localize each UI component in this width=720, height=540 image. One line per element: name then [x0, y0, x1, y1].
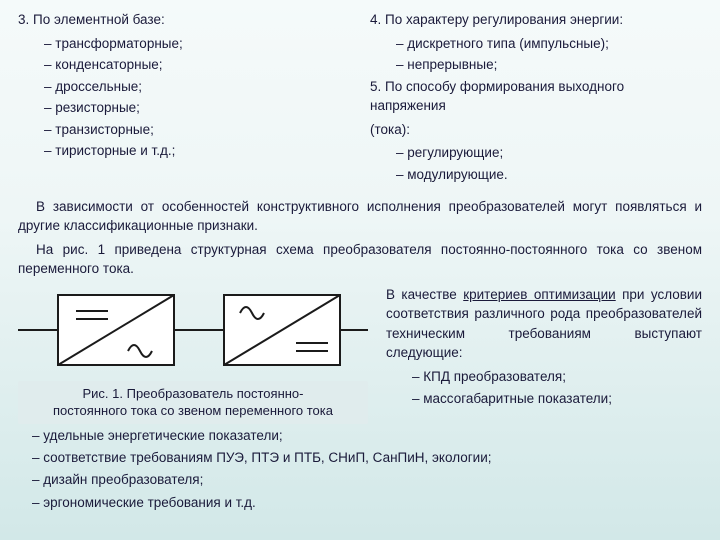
paragraph-1: В зависимости от особенностей конструкти… — [18, 197, 702, 236]
list-item: – КПД преобразователя; — [386, 367, 702, 387]
paragraph-2: На рис. 1 приведена структурная схема пр… — [18, 240, 702, 279]
list-item: – эргономические требования и т.д. — [18, 493, 702, 513]
figure-box: Рис. 1. Преобразователь постоянно- посто… — [18, 285, 368, 424]
list-item: – резисторные; — [18, 98, 350, 118]
list-item: – дроссельные; — [18, 77, 350, 97]
heading-3: 3. По элементной базе: — [18, 10, 350, 30]
list-item: – модулирующие. — [370, 165, 702, 185]
list-item: – непрерывные; — [370, 55, 702, 75]
column-left: 3. По элементной базе: – трансформаторны… — [18, 8, 350, 187]
converter-diagram — [18, 285, 368, 375]
figure-caption-line1: Рис. 1. Преобразователь постоянно- — [83, 386, 304, 401]
list-item: – тиристорные и т.д.; — [18, 141, 350, 161]
list-item: – дискретного типа (импульсные); — [370, 34, 702, 54]
list-3: – трансформаторные; – конденсаторные; – … — [18, 34, 350, 161]
list-item: – соответствие требованиям ПУЭ, ПТЭ и ПТ… — [18, 448, 702, 468]
criteria-intro: В качестве критериев оптимизации при ус­… — [386, 285, 702, 363]
heading-4: 4. По характеру регулирования энергии: — [370, 10, 702, 30]
figure-row: Рис. 1. Преобразователь постоянно- посто… — [18, 285, 702, 424]
figure-caption: Рис. 1. Преобразователь постоянно- посто… — [18, 381, 368, 424]
list-item: – массогабаритные показатели; — [386, 389, 702, 409]
list-item: – транзисторные; — [18, 120, 350, 140]
criteria-intro-pre: В качестве — [386, 287, 463, 302]
heading-5-line1: 5. По способу формирования выходного нап… — [370, 77, 702, 116]
list-item: – конденсаторные; — [18, 55, 350, 75]
column-right: 4. По характеру регулирования энергии: –… — [370, 8, 702, 187]
page-root: 3. По элементной базе: – трансформаторны… — [0, 0, 720, 525]
criteria-list-bottom: – удельные энергетические показатели; – … — [18, 426, 702, 513]
list-item: – дизайн преобразователя; — [18, 470, 702, 490]
figure-side-text: В качестве критериев оптимизации при ус­… — [386, 285, 702, 410]
list-5: – регулирующие; – модулирующие. — [370, 143, 702, 184]
top-columns: 3. По элементной базе: – трансформаторны… — [18, 8, 702, 187]
figure-caption-line2: постоянного тока со звеном переменного т… — [53, 403, 333, 418]
criteria-intro-underline: критериев оптимизации — [463, 287, 616, 302]
list-item: – трансформаторные; — [18, 34, 350, 54]
list-item: – удельные энергетические показатели; — [18, 426, 702, 446]
heading-5-line2: (тока): — [370, 120, 702, 140]
list-item: – регулирующие; — [370, 143, 702, 163]
criteria-list-side: – КПД преобразователя; – массогабаритные… — [386, 367, 702, 408]
list-4: – дискретного типа (импульсные); – непре… — [370, 34, 702, 75]
